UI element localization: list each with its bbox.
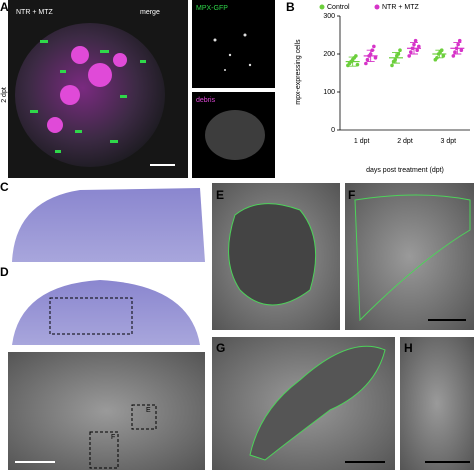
em-image <box>8 352 205 470</box>
panel-letters: A B C D E F G H <box>0 0 413 355</box>
data-point <box>372 44 376 49</box>
inset-blob <box>205 110 265 160</box>
zoom-label: F <box>111 434 115 441</box>
x-tick-label: 3 dpt <box>441 138 457 145</box>
channel-label: MPX-GFP <box>196 5 228 12</box>
zoom-box <box>49 297 133 335</box>
data-point <box>373 56 378 60</box>
section-label: NTR + MTZ <box>16 275 53 282</box>
x-tick-label: 2 dpt <box>397 138 413 145</box>
data-point <box>457 38 462 43</box>
panel-letter: F <box>348 188 355 202</box>
gfp-cells <box>30 40 146 153</box>
data-point <box>417 44 421 49</box>
legend-marker <box>374 4 380 10</box>
panel-letter: D <box>0 265 9 279</box>
data-point <box>413 38 418 43</box>
cell-outline <box>249 345 386 461</box>
error-bar <box>366 49 375 63</box>
data-point <box>415 48 420 52</box>
data-point <box>409 50 413 54</box>
data-point <box>365 57 370 62</box>
channel-label: debris <box>196 97 216 104</box>
y-tick-label: 100 <box>323 89 335 96</box>
error-bar <box>453 42 462 55</box>
x-tick-label: 1 dpt <box>354 138 370 145</box>
data-point <box>453 50 457 54</box>
y-tick-label: 200 <box>323 51 335 58</box>
panel-letter: B <box>286 0 295 14</box>
inset-image <box>192 0 275 88</box>
cell-outline <box>228 203 317 306</box>
inset-dots <box>213 33 252 71</box>
data-point <box>390 63 394 68</box>
channel-label: merge <box>140 9 160 16</box>
data-point <box>459 48 464 52</box>
panel-title: NTR + MTZ <box>16 9 53 16</box>
data-point <box>364 61 368 66</box>
legend-marker <box>319 4 325 10</box>
panel-letter: E <box>216 188 224 202</box>
chart: mpx-expressing cells days post treatment… <box>295 4 470 174</box>
side-label: 2 dpt <box>1 87 8 103</box>
error-bar <box>392 52 400 64</box>
data-point <box>451 54 456 58</box>
zoom-label: E <box>146 407 151 414</box>
em-image <box>400 337 474 470</box>
data-point <box>441 54 446 58</box>
data-point <box>456 42 460 47</box>
cell-outline <box>354 194 471 322</box>
y-axis-label: mpx-expressing cells <box>295 39 302 105</box>
panel-letter: H <box>404 341 413 355</box>
error-bar <box>348 56 357 67</box>
y-tick-label: 0 <box>331 127 335 134</box>
panel-letter: C <box>0 180 9 194</box>
data-point <box>398 48 402 52</box>
panel-letter: G <box>216 341 225 355</box>
data-point <box>396 52 401 56</box>
data-point <box>407 54 412 58</box>
em-image <box>345 183 474 330</box>
error-bar <box>435 49 444 59</box>
section-label: control <box>16 190 37 197</box>
embryo <box>15 23 165 167</box>
tissue <box>12 280 200 345</box>
zoom-box <box>131 404 157 430</box>
zoom-box <box>89 431 119 469</box>
y-tick-label: 300 <box>323 13 335 20</box>
panel-letter: A <box>0 0 9 14</box>
data-point <box>355 62 360 67</box>
debris <box>47 46 127 133</box>
legend-label: Control <box>327 4 350 11</box>
tissue <box>12 188 205 262</box>
data-point <box>393 57 398 62</box>
x-axis-label: days post treatment (dpt) <box>366 167 444 174</box>
legend-label: NTR + MTZ <box>382 4 419 11</box>
error-bar <box>410 42 418 55</box>
